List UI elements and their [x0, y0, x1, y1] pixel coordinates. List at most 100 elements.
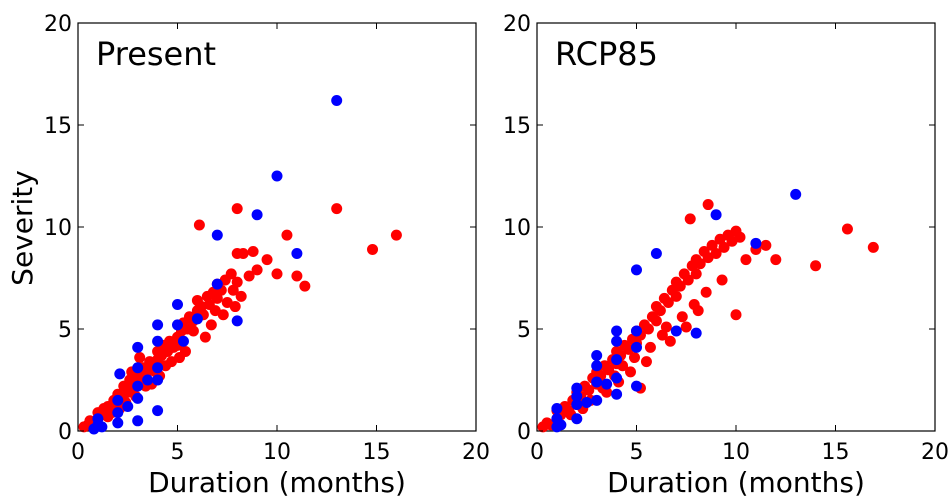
red-point — [680, 321, 692, 333]
y-tick-label: 5 — [517, 318, 531, 343]
red-point — [730, 309, 742, 321]
blue-point — [581, 396, 593, 408]
y-axis-title: Severity — [6, 170, 39, 286]
blue-point — [112, 394, 124, 406]
panel-present: 00 5 5 10 10 15 15 20 20 Present Duration (months) — [44, 12, 490, 499]
red-point — [867, 241, 879, 253]
blue-point — [114, 368, 126, 380]
red-point — [243, 270, 255, 282]
red-point — [299, 280, 311, 292]
blue-point — [331, 95, 343, 107]
blue-point — [211, 278, 223, 290]
red-point — [718, 241, 730, 253]
red-point — [676, 311, 688, 323]
blue-point — [571, 398, 583, 410]
blue-point — [291, 248, 303, 260]
blue-point — [611, 372, 623, 384]
blue-point — [142, 374, 154, 386]
blue-point — [670, 325, 682, 337]
red-point — [247, 245, 259, 257]
blue-point — [132, 362, 144, 374]
blue-point — [591, 394, 603, 406]
red-point — [231, 276, 243, 288]
red-point — [291, 270, 303, 282]
x-tick-label: 20 — [462, 440, 490, 465]
red-point — [760, 239, 772, 251]
y-tick-label: 0 — [58, 420, 72, 445]
blue-point — [112, 417, 124, 429]
blue-point — [611, 335, 623, 347]
blue-point — [152, 405, 164, 417]
red-point — [642, 323, 654, 335]
blue-point — [177, 335, 189, 347]
blue-point — [571, 390, 583, 402]
red-point — [710, 248, 722, 260]
red-point — [390, 229, 402, 241]
red-point — [841, 223, 853, 235]
blue-point — [132, 341, 144, 353]
red-point — [193, 219, 205, 231]
x-tick-label: 5 — [630, 440, 644, 465]
x-axis-title: Duration (months) — [148, 466, 406, 499]
y-tick-label: 15 — [503, 114, 531, 139]
red-point — [706, 239, 718, 251]
blue-point — [571, 382, 583, 394]
red-point — [682, 274, 694, 286]
blue-point — [601, 378, 613, 390]
blue-point — [152, 362, 164, 374]
red-point — [211, 292, 223, 304]
red-point — [734, 231, 746, 243]
blue-point — [152, 319, 164, 331]
red-point — [271, 268, 283, 280]
blue-point — [172, 319, 183, 331]
red-point — [237, 248, 249, 260]
x-tick-label: 10 — [722, 440, 750, 465]
blue-point — [551, 403, 563, 415]
red-point — [229, 301, 241, 313]
blue-point — [92, 413, 104, 425]
red-point — [235, 290, 247, 302]
blue-point — [631, 380, 642, 392]
red-point — [583, 384, 595, 396]
red-point — [690, 268, 702, 280]
red-point — [199, 331, 211, 343]
blue-point — [152, 335, 164, 347]
red-point — [231, 203, 243, 215]
blue-point — [591, 350, 603, 362]
red-point — [629, 352, 641, 364]
red-point — [187, 325, 199, 337]
blue-point — [571, 413, 583, 425]
x-tick-label: 10 — [263, 440, 291, 465]
blue-point — [631, 264, 642, 276]
blue-point — [122, 401, 134, 413]
blue-point — [132, 392, 144, 404]
red-point — [251, 264, 263, 276]
blue-point — [611, 325, 623, 337]
x-tick-label: 5 — [171, 440, 185, 465]
panel-rcp85: 00 5 5 10 10 15 15 20 20 RCP85 Duration (months) — [503, 12, 949, 499]
y-tick-label: 10 — [503, 216, 531, 241]
blue-point — [96, 421, 108, 433]
red-point — [640, 356, 652, 368]
y-tick-label: 5 — [58, 318, 72, 343]
blue-point — [271, 170, 283, 182]
blue-point — [132, 415, 144, 427]
blue-point — [750, 237, 762, 249]
red-point — [261, 254, 273, 266]
blue-point — [611, 388, 623, 400]
red-point — [227, 284, 239, 296]
red-point — [664, 335, 676, 347]
blue-point — [790, 188, 802, 200]
blue-point — [690, 327, 702, 339]
red-point — [281, 229, 293, 241]
red-point — [644, 341, 656, 353]
blue-point — [172, 299, 183, 311]
y-tick-label: 20 — [503, 12, 531, 37]
y-tick-label: 10 — [44, 216, 72, 241]
x-tick-label: 20 — [921, 440, 949, 465]
red-point — [670, 290, 682, 302]
red-point — [225, 268, 237, 280]
blue-point — [650, 248, 662, 260]
blue-point — [112, 407, 124, 419]
